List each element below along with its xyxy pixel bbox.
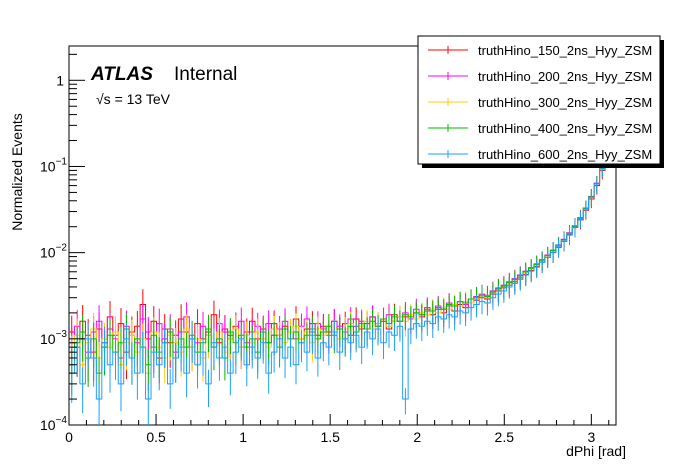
energy-label: √s = 13 TeV — [96, 91, 171, 107]
y-tick-base: 1 — [56, 72, 64, 88]
legend-entries: truthHino_150_2ns_Hyy_ZSM truthHino_200_2… — [428, 43, 652, 162]
x-tick-label: 2 — [413, 429, 421, 445]
y-tick-label: 1 — [56, 72, 64, 88]
y-tick-label: 10−4 — [40, 415, 67, 433]
series-line — [69, 124, 616, 400]
legend-box — [417, 35, 661, 165]
y-tick-exponent: −4 — [56, 415, 68, 426]
y-tick-base: 10 — [40, 245, 56, 261]
legend: truthHino_150_2ns_Hyy_ZSM truthHino_200_2… — [417, 35, 664, 168]
x-axis-title: dPhi [rad] — [566, 443, 626, 459]
legend-label: truthHino_600_2ns_Hyy_ZSM — [478, 147, 652, 162]
internal-label: Internal — [174, 64, 237, 85]
y-tick-exponent: −1 — [56, 156, 68, 167]
legend-label: truthHino_150_2ns_Hyy_ZSM — [478, 43, 652, 58]
series-4 — [69, 117, 616, 425]
y-tick-base: 10 — [40, 158, 56, 174]
x-tick-label: 3 — [587, 429, 595, 445]
y-tick-label: 10−1 — [40, 156, 67, 174]
legend-label: truthHino_200_2ns_Hyy_ZSM — [478, 69, 652, 84]
axis-layer: 0 0.5 1 1.5 2 2.5 310−410−310−210−11 — [40, 53, 610, 445]
y-tick-exponent: −3 — [56, 329, 68, 340]
legend-label: truthHino_300_2ns_Hyy_ZSM — [478, 95, 652, 110]
x-tick-label: 2.5 — [495, 429, 515, 445]
y-tick-exponent: −2 — [56, 243, 68, 254]
y-axis-title: Normalized Events — [9, 113, 25, 231]
y-tick-base: 10 — [40, 331, 56, 347]
series-layer — [69, 116, 616, 425]
y-tick-label: 10−2 — [40, 243, 67, 261]
legend-label: truthHino_400_2ns_Hyy_ZSM — [478, 121, 652, 136]
y-tick-label: 10−3 — [40, 329, 67, 347]
atlas-label: ATLAS — [90, 64, 153, 85]
x-tick-label: 1 — [239, 429, 247, 445]
y-tick-base: 10 — [40, 417, 56, 433]
x-tick-label: 0 — [65, 429, 73, 445]
x-tick-label: 0.5 — [146, 429, 166, 445]
x-tick-label: 1.5 — [320, 429, 340, 445]
